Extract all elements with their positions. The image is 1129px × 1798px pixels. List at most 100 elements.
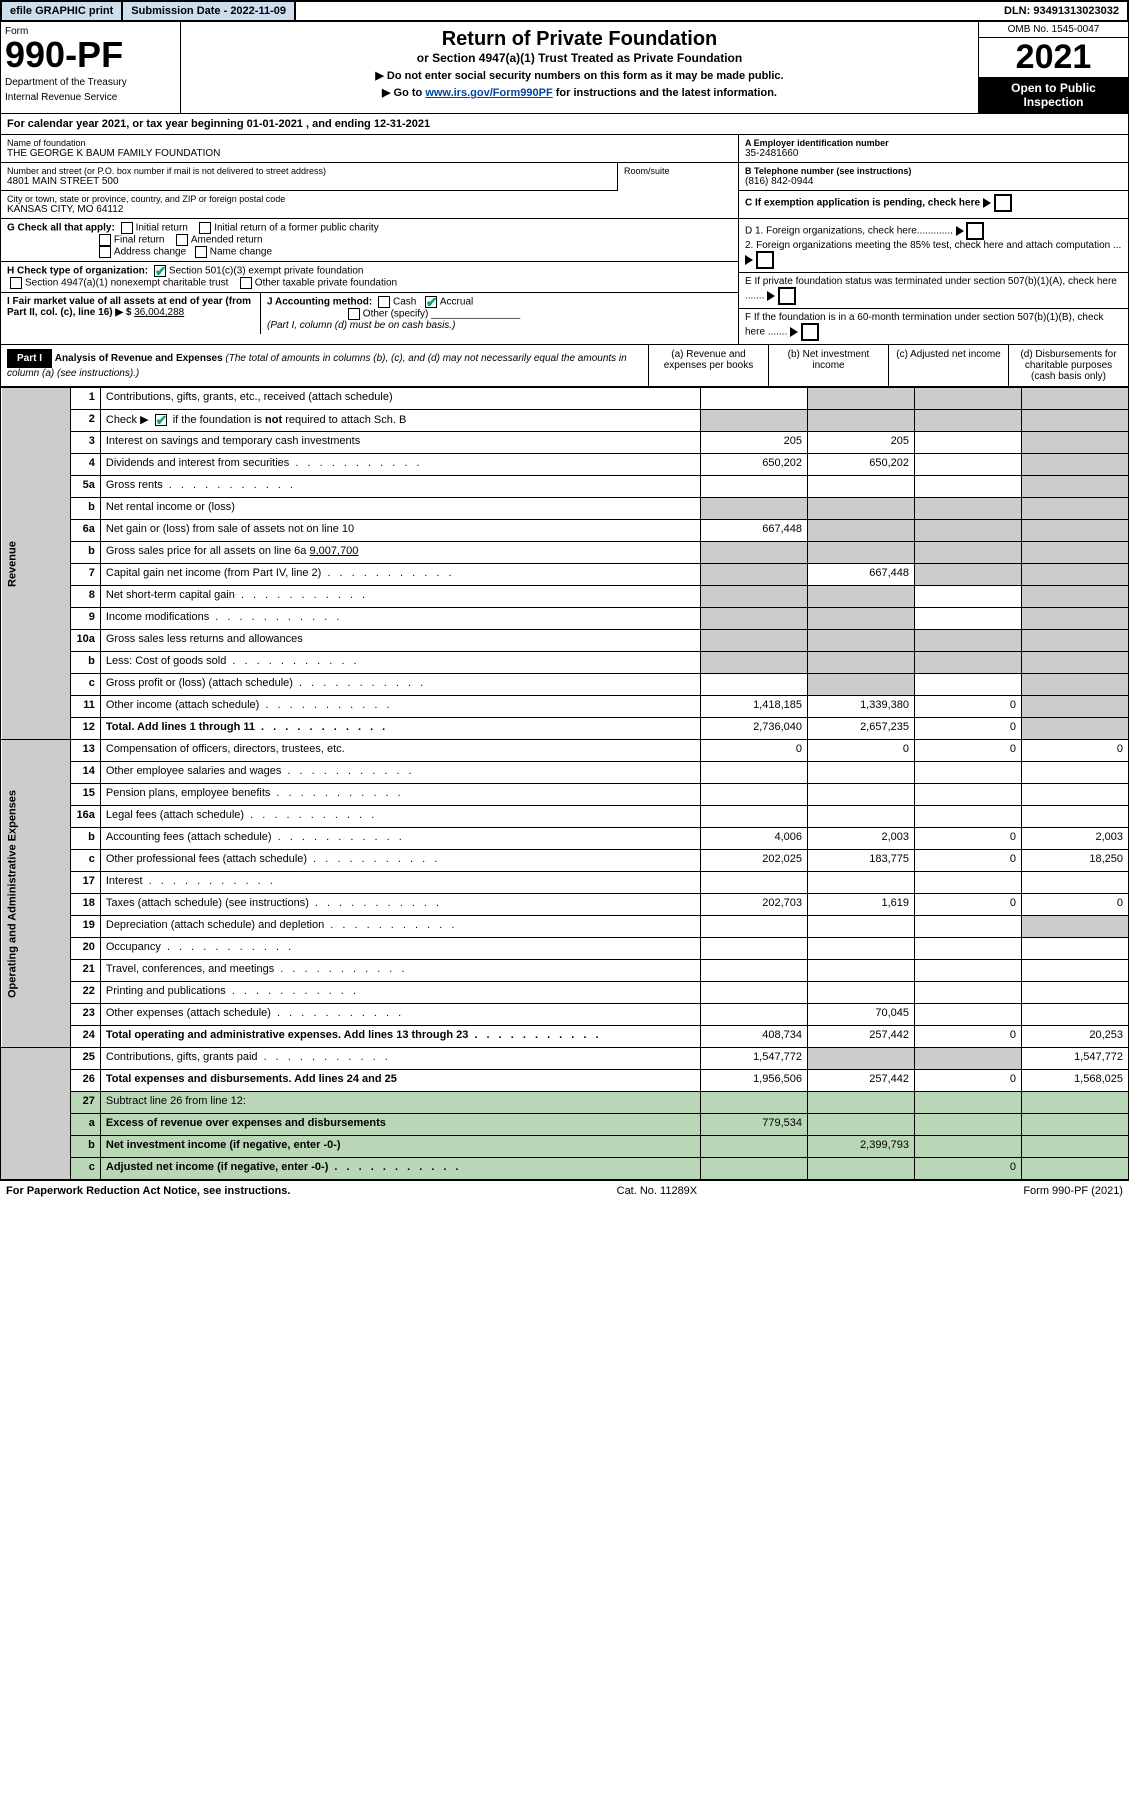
line-num: 9 bbox=[70, 608, 100, 630]
g-o3: Final return bbox=[114, 235, 165, 246]
h-4947[interactable] bbox=[10, 277, 22, 289]
line-num: 10a bbox=[70, 630, 100, 652]
l6b-text: Gross sales price for all assets on line… bbox=[106, 545, 307, 557]
line-num: 16a bbox=[70, 806, 100, 828]
g-amended[interactable] bbox=[176, 234, 188, 246]
omb-number: OMB No. 1545-0047 bbox=[979, 22, 1128, 38]
amt-cell: 4,006 bbox=[701, 828, 808, 850]
amt-cell: 408,734 bbox=[701, 1026, 808, 1048]
j-accrual[interactable] bbox=[425, 296, 437, 308]
phone-value: (816) 842-0944 bbox=[745, 176, 1122, 187]
line-num: c bbox=[70, 1158, 100, 1180]
line-num: 27 bbox=[70, 1092, 100, 1114]
j-note: (Part I, column (d) must be on cash basi… bbox=[267, 320, 455, 331]
amt-cell: 0 bbox=[915, 696, 1022, 718]
g-name-change[interactable] bbox=[195, 246, 207, 258]
f-label: F If the foundation is in a 60-month ter… bbox=[745, 312, 1104, 338]
amt-cell: 205 bbox=[701, 432, 808, 454]
g-initial-former[interactable] bbox=[199, 222, 211, 234]
c-checkbox[interactable] bbox=[994, 194, 1012, 212]
dept-treasury: Department of the Treasury bbox=[5, 77, 176, 88]
h-other[interactable] bbox=[240, 277, 252, 289]
line-num: 13 bbox=[70, 740, 100, 762]
line-num: 3 bbox=[70, 432, 100, 454]
amt-cell: 257,442 bbox=[808, 1070, 915, 1092]
g-o4: Amended return bbox=[191, 235, 263, 246]
i-label: I Fair market value of all assets at end… bbox=[7, 296, 251, 318]
amt-cell: 0 bbox=[701, 740, 808, 762]
g-final-return[interactable] bbox=[99, 234, 111, 246]
line-num: 20 bbox=[70, 938, 100, 960]
line-desc: Adjusted net income (if negative, enter … bbox=[100, 1158, 700, 1180]
amt-cell: 2,736,040 bbox=[701, 718, 808, 740]
line-desc: Net gain or (loss) from sale of assets n… bbox=[100, 520, 700, 542]
h-501c3[interactable] bbox=[154, 265, 166, 277]
efile-print-btn[interactable]: efile GRAPHIC print bbox=[2, 2, 123, 20]
amt-cell: 2,399,793 bbox=[808, 1136, 915, 1158]
line-desc: Gross sales less returns and allowances bbox=[100, 630, 700, 652]
line-num: 19 bbox=[70, 916, 100, 938]
addr-label: Number and street (or P.O. box number if… bbox=[7, 166, 611, 176]
foundation-name: THE GEORGE K BAUM FAMILY FOUNDATION bbox=[7, 148, 732, 159]
amt-cell: 2,003 bbox=[808, 828, 915, 850]
line-desc: Gross rents bbox=[100, 476, 700, 498]
irs-label: Internal Revenue Service bbox=[5, 92, 176, 103]
amt-cell: 205 bbox=[808, 432, 915, 454]
line-num: 12 bbox=[70, 718, 100, 740]
goto-pre: ▶ Go to bbox=[382, 87, 425, 99]
schb-checkbox[interactable] bbox=[155, 414, 167, 426]
page-footer: For Paperwork Reduction Act Notice, see … bbox=[0, 1180, 1129, 1201]
line-num: 25 bbox=[70, 1048, 100, 1070]
line-desc: Occupancy bbox=[100, 938, 700, 960]
e-checkbox[interactable] bbox=[778, 287, 796, 305]
j-other[interactable] bbox=[348, 308, 360, 320]
addr-value: 4801 MAIN STREET 500 bbox=[7, 176, 611, 187]
g-initial-return[interactable] bbox=[121, 222, 133, 234]
amt-cell: 18,250 bbox=[1022, 850, 1129, 872]
amt-cell: 1,418,185 bbox=[701, 696, 808, 718]
g-addr-change[interactable] bbox=[99, 246, 111, 258]
line-num: 8 bbox=[70, 586, 100, 608]
line-num: 22 bbox=[70, 982, 100, 1004]
line-desc: Less: Cost of goods sold bbox=[100, 652, 700, 674]
line-desc: Legal fees (attach schedule) bbox=[100, 806, 700, 828]
amt-cell: 0 bbox=[915, 1158, 1022, 1180]
line-desc: Excess of revenue over expenses and disb… bbox=[100, 1114, 700, 1136]
d2-checkbox[interactable] bbox=[756, 251, 774, 269]
line-desc: Pension plans, employee benefits bbox=[100, 784, 700, 806]
d1-checkbox[interactable] bbox=[966, 222, 984, 240]
line-desc: Contributions, gifts, grants paid bbox=[100, 1048, 700, 1070]
j-cash[interactable] bbox=[378, 296, 390, 308]
ein-value: 35-2481660 bbox=[745, 148, 1122, 159]
amt-cell: 650,202 bbox=[808, 454, 915, 476]
line-desc: Capital gain net income (from Part IV, l… bbox=[100, 564, 700, 586]
goto-note: ▶ Go to www.irs.gov/Form990PF for instru… bbox=[187, 86, 972, 99]
arrow-icon bbox=[790, 327, 798, 337]
g-o5: Address change bbox=[114, 247, 186, 258]
amt-cell: 2,003 bbox=[1022, 828, 1129, 850]
line-desc: Net short-term capital gain bbox=[100, 586, 700, 608]
amt-cell: 0 bbox=[915, 828, 1022, 850]
calendar-year-line: For calendar year 2021, or tax year begi… bbox=[0, 114, 1129, 135]
amt-cell: 1,619 bbox=[808, 894, 915, 916]
line-desc: Total operating and administrative expen… bbox=[100, 1026, 700, 1048]
line-num: 6a bbox=[70, 520, 100, 542]
arrow-icon bbox=[745, 255, 753, 265]
city-label: City or town, state or province, country… bbox=[7, 194, 732, 204]
form-subtitle: or Section 4947(a)(1) Trust Treated as P… bbox=[187, 51, 972, 65]
f-checkbox[interactable] bbox=[801, 323, 819, 341]
phone-label: B Telephone number (see instructions) bbox=[745, 166, 1122, 176]
h-label: H Check type of organization: bbox=[7, 266, 148, 277]
g-o6: Name change bbox=[210, 247, 272, 258]
line-desc: Other employee salaries and wages bbox=[100, 762, 700, 784]
tax-year: 2021 bbox=[979, 38, 1128, 77]
line-desc: Printing and publications bbox=[100, 982, 700, 1004]
line-desc: Travel, conferences, and meetings bbox=[100, 960, 700, 982]
form-url-link[interactable]: www.irs.gov/Form990PF bbox=[425, 87, 552, 99]
line-num: b bbox=[70, 652, 100, 674]
line-desc: Accounting fees (attach schedule) bbox=[100, 828, 700, 850]
line-num: c bbox=[70, 674, 100, 696]
line-num: 5a bbox=[70, 476, 100, 498]
line-num: 7 bbox=[70, 564, 100, 586]
line-desc: Net investment income (if negative, ente… bbox=[100, 1136, 700, 1158]
